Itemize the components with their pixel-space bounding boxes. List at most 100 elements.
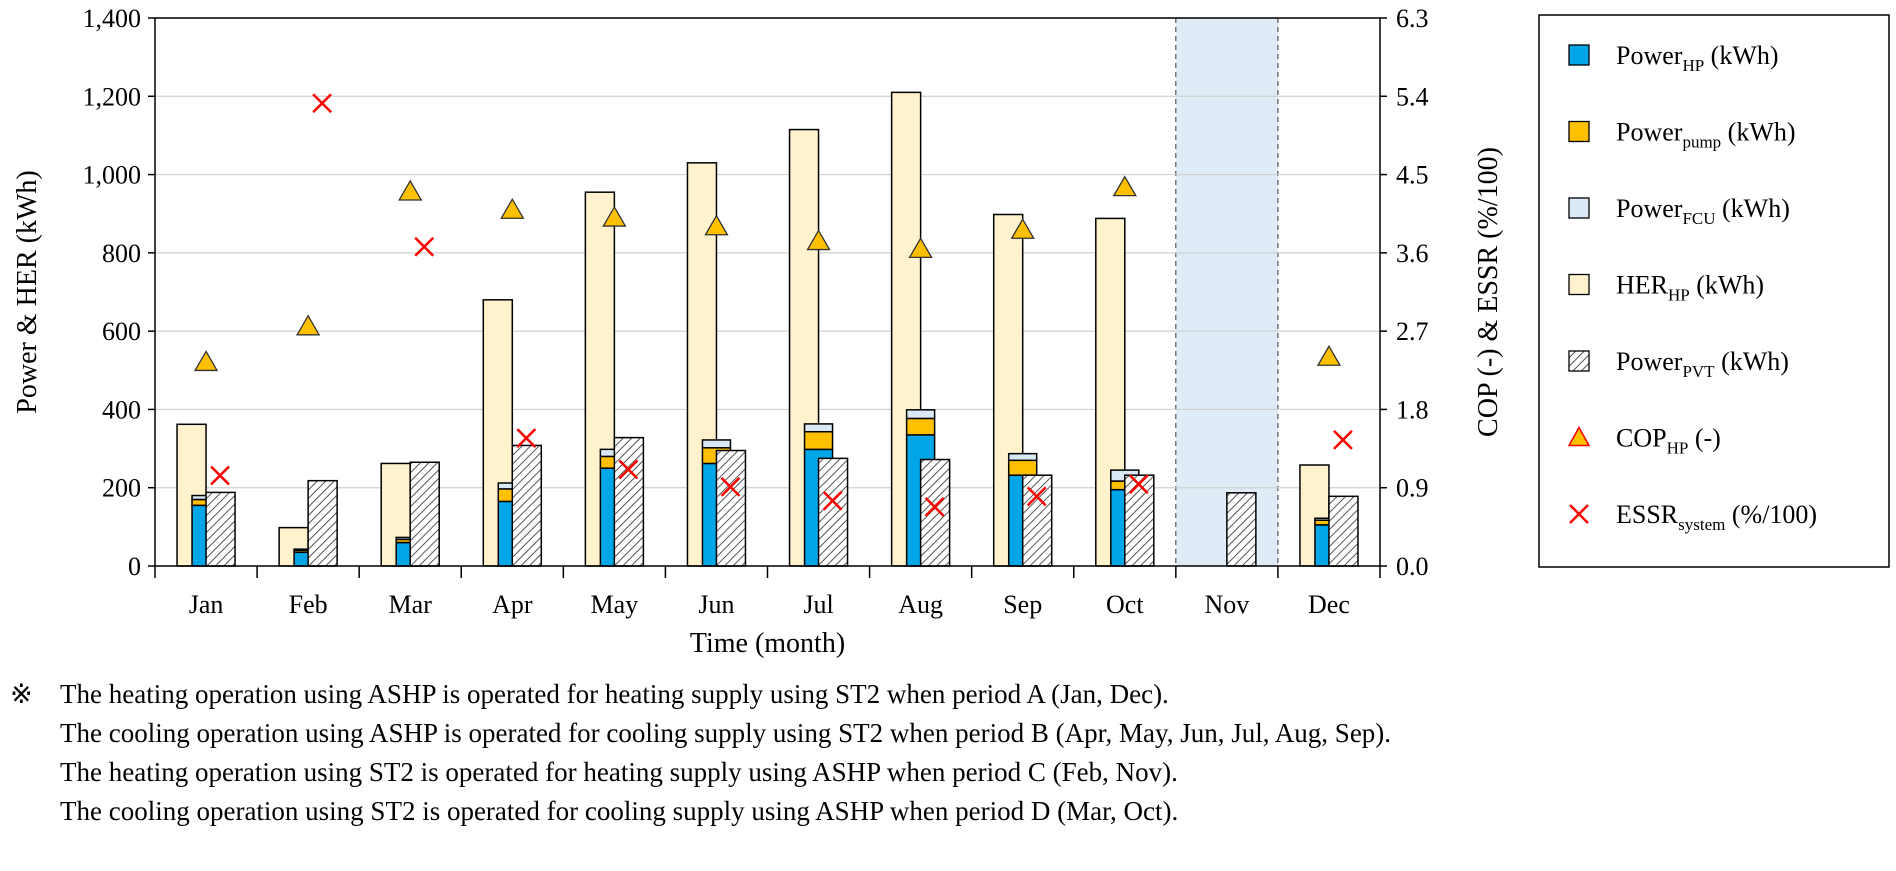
bar-power-pump-Aug: [905, 417, 936, 436]
bar-power-pump-Sep: [1007, 459, 1038, 476]
y-tick-label-left: 200: [102, 474, 141, 503]
marker-cop-Oct: [1112, 175, 1137, 197]
x-tick-label: Feb: [289, 590, 328, 619]
marker-essr-Mar: [414, 236, 435, 257]
bar-power-pvt-Aug: [919, 458, 951, 567]
x-tick-label: Oct: [1106, 590, 1144, 619]
x-tick-label: May: [591, 590, 639, 619]
marker-cop-May: [602, 205, 627, 227]
bar-power-pvt-Dec: [1328, 495, 1359, 567]
legend-symbol-cop: [1567, 425, 1591, 447]
y-tick-label-right: 2.7: [1396, 317, 1429, 346]
bar-power-pvt-Jun: [715, 449, 747, 567]
legend-label: Powerpump (kWh): [1616, 118, 1796, 152]
shaded-period: [1175, 18, 1278, 566]
legend-box: [1538, 14, 1890, 568]
plot-area: 0 200 400 600 800 1,000 1,200 1,400 0.0 0.9 1.8 2.7…: [12, 4, 1504, 659]
legend-symbol-hp-square: [1568, 44, 1590, 66]
bar-power-pvt-Nov: [1226, 492, 1257, 567]
chart: 0 200 400 600 800 1,000 1,200 1,400 0.0 0.9 1.8 2.7…: [12, 4, 1890, 659]
marker-essr-stroke: [720, 476, 741, 497]
marker-essr-stroke: [312, 93, 333, 114]
y-tick-label-left: 400: [102, 395, 141, 424]
marker-cop-Apr: [500, 197, 525, 219]
marker-essr-Jul: [822, 490, 843, 511]
x-tick-label: Dec: [1308, 590, 1350, 619]
marker-essr-Dec: [1333, 429, 1353, 450]
y-tick-label-right: 0.9: [1396, 474, 1429, 503]
marker-essr-Feb: [312, 93, 333, 114]
note-line-3: The heating operation using ST2 is opera…: [60, 757, 1178, 787]
bar-power-pvt-Mar: [409, 461, 440, 567]
marker-cop-Dec: [1316, 344, 1342, 366]
marker-cop-Feb: [295, 314, 321, 336]
x-tick-label: Jan: [189, 590, 224, 619]
legend-label: COPHP (-): [1616, 424, 1721, 458]
y-tick-label-right: 1.8: [1396, 395, 1429, 424]
legend-symbol-essr: [1569, 504, 1589, 524]
notes: ※ The heating operation using ASHP is ope…: [10, 675, 1391, 831]
y-tick-label-left: 1,400: [83, 4, 142, 33]
bar-power-pvt-Sep: [1021, 474, 1053, 567]
y-axis-title-left: Power & HER (kWh): [12, 170, 43, 413]
y-tick-label-right: 6.3: [1396, 4, 1429, 33]
marker-cop-Mar: [398, 179, 423, 201]
x-axis-title: Time (month): [690, 628, 845, 659]
x-tick-label: Apr: [492, 590, 533, 619]
bar-power-fcu-Aug: [905, 409, 936, 420]
bar-power-fcu-Jun: [701, 439, 732, 449]
bar-power-pump-Jul: [803, 430, 834, 451]
x-tick-label: Mar: [389, 590, 433, 619]
y-tick-label-left: 1,000: [83, 161, 142, 190]
y-tick-label-right: 3.6: [1396, 239, 1429, 268]
marker-cop-Jun: [704, 214, 729, 236]
bar-power-pvt-Jul: [817, 457, 849, 567]
note-line-4: The cooling operation using ST2 is opera…: [60, 796, 1179, 826]
x-tick-label: Jul: [803, 590, 833, 619]
y-axis-title-right: COP (-) & ESSR (%/100): [1473, 147, 1504, 437]
marker-essr-stroke: [414, 236, 435, 257]
note-line-2: The cooling operation using ASHP is oper…: [60, 718, 1392, 748]
y-tick-label-left: 1,200: [83, 82, 142, 111]
marker-essr-Aug: [924, 496, 945, 517]
x-tick-label: Aug: [898, 590, 943, 619]
x-tick-label: Jun: [698, 590, 734, 619]
y-tick-label-right: 5.4: [1396, 82, 1429, 111]
marker-essr-Oct: [1128, 474, 1149, 495]
marker-cop-Jan: [193, 350, 219, 372]
y-tick-label-right: 0.0: [1396, 552, 1429, 581]
legend-label: PowerPVT (kWh): [1616, 347, 1789, 381]
bar-power-fcu-Jul: [803, 423, 834, 433]
marker-essr-stroke: [516, 428, 537, 449]
marker-essr-stroke: [210, 465, 230, 486]
marker-cop-Jul: [806, 229, 831, 251]
marker-essr-Sep: [1026, 486, 1047, 507]
note-line-1: ※ The heating operation using ASHP is ope…: [10, 675, 1391, 714]
note-mark: ※: [10, 679, 33, 709]
bar-power-pvt-Apr: [511, 444, 543, 567]
legend-symbol-fcu-square: [1568, 197, 1590, 219]
marker-essr-stroke: [1333, 429, 1353, 450]
marker-essr-stroke: [1026, 486, 1047, 507]
bar-power-fcu-Sep: [1007, 452, 1038, 462]
marker-essr-Apr: [516, 428, 537, 449]
marker-essr-Jun: [720, 476, 741, 497]
bar-power-pvt-May: [613, 436, 645, 567]
legend-symbol-pvt-hatch: [1568, 350, 1590, 372]
legend-label: PowerHP (kWh): [1616, 41, 1779, 75]
marker-essr-Jan: [210, 465, 230, 486]
marker-essr-stroke: [1128, 474, 1149, 495]
marker-essr-May: [618, 459, 639, 480]
bar-power-pvt-Oct: [1124, 474, 1155, 567]
legend-label: ESSRsystem (%/100): [1616, 500, 1817, 534]
legend-symbol-her-square: [1568, 273, 1590, 296]
legend-symbol-essr-stroke: [1569, 504, 1589, 524]
x-tick-label: Sep: [1003, 590, 1042, 619]
marker-cop-Sep: [1010, 217, 1035, 239]
y-tick-label-left: 800: [102, 239, 141, 268]
marker-essr-stroke: [822, 490, 843, 511]
marker-essr-stroke: [924, 496, 945, 517]
bar-power-pvt-Jan: [205, 491, 236, 567]
marker-essr-stroke: [618, 459, 639, 480]
bar-power-pvt-Feb: [307, 479, 338, 567]
